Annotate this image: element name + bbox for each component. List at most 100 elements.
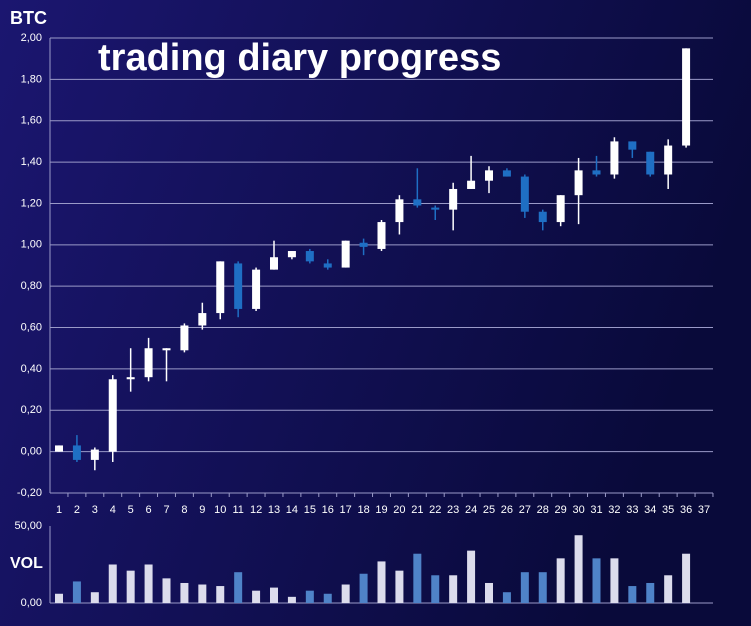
volume-bar <box>574 535 583 603</box>
candle-body <box>682 48 691 146</box>
volume-bar <box>198 584 207 603</box>
volume-bar <box>377 561 386 603</box>
y-axis-label: VOL <box>10 555 43 572</box>
x-tick-label: 37 <box>698 504 710 516</box>
volume-bar <box>180 582 189 603</box>
volume-bar <box>682 553 691 603</box>
candle-body <box>162 348 171 351</box>
volume-bar <box>252 590 261 603</box>
volume-bar <box>216 586 225 603</box>
candle-body <box>180 325 189 351</box>
y-tick-label: 0,80 <box>21 280 42 292</box>
candle-body <box>108 379 117 452</box>
candle-body <box>628 141 637 150</box>
volume-bar <box>72 581 81 603</box>
x-tick-label: 8 <box>181 504 187 516</box>
x-tick-label: 17 <box>340 504 352 516</box>
volume-bar <box>485 582 493 603</box>
y-tick-label: 1,40 <box>21 156 42 168</box>
x-tick-label: 35 <box>662 504 674 516</box>
y-tick-label: 1,80 <box>21 73 42 85</box>
volume-bar <box>592 558 601 603</box>
candle-body <box>610 141 619 175</box>
y-tick-label: 0,40 <box>21 363 42 375</box>
candle-body <box>538 211 547 223</box>
candle-body <box>359 242 368 247</box>
volume-bar <box>467 550 476 603</box>
candle-body <box>144 348 153 378</box>
x-tick-label: 13 <box>268 504 280 516</box>
candle-body <box>323 263 332 268</box>
candle-body <box>252 269 261 309</box>
candle-body <box>126 377 135 380</box>
x-tick-label: 12 <box>250 504 262 516</box>
x-tick-label: 3 <box>92 504 98 516</box>
volume-bar <box>520 572 529 603</box>
candle-body <box>449 188 458 210</box>
volume-bar <box>556 558 565 603</box>
candle-body <box>520 176 529 212</box>
candle-body <box>502 170 511 177</box>
x-tick-label: 24 <box>465 504 477 516</box>
x-tick-label: 21 <box>411 504 423 516</box>
x-tick-label: 20 <box>393 504 405 516</box>
x-tick-label: 16 <box>322 504 334 516</box>
volume-bar <box>90 592 99 603</box>
candle-body <box>198 313 207 326</box>
volume-bar <box>305 590 314 603</box>
candle-body <box>287 251 296 258</box>
x-tick-label: 26 <box>501 504 513 516</box>
y-tick-label: 0,60 <box>21 321 42 333</box>
y-tick-label: 50,00 <box>14 520 42 532</box>
x-tick-label: 10 <box>214 504 226 516</box>
candle-body <box>431 207 440 210</box>
candle-body <box>341 240 350 268</box>
x-tick-label: 33 <box>626 504 638 516</box>
x-tick-label: 31 <box>590 504 602 516</box>
candle-body <box>377 222 386 249</box>
volume-bar <box>449 575 458 603</box>
volume-bar <box>502 592 511 603</box>
candle-body <box>467 180 476 189</box>
volume-bar <box>646 582 655 603</box>
x-tick-label: 30 <box>572 504 584 516</box>
volume-bar <box>287 596 296 603</box>
y-tick-label: 0,20 <box>21 404 42 416</box>
volume-bar <box>323 593 332 603</box>
x-tick-label: 1 <box>56 504 62 516</box>
y-tick-label: 0,00 <box>21 597 42 609</box>
y-tick-label: -0,20 <box>17 487 42 499</box>
x-tick-label: 36 <box>680 504 692 516</box>
x-tick-label: 29 <box>555 504 567 516</box>
volume-bar <box>664 575 673 603</box>
candle-body <box>305 251 314 262</box>
x-tick-label: 7 <box>163 504 169 516</box>
candle-body <box>592 170 601 175</box>
x-tick-label: 23 <box>447 504 459 516</box>
x-tick-label: 27 <box>519 504 531 516</box>
volume-bar <box>628 586 637 603</box>
x-tick-label: 9 <box>199 504 205 516</box>
x-tick-label: 18 <box>357 504 369 516</box>
chart-title: trading diary progress <box>98 37 501 79</box>
candle-body <box>485 170 493 181</box>
x-tick-label: 11 <box>232 504 243 516</box>
volume-bar <box>270 587 278 603</box>
x-tick-label: 25 <box>483 504 495 516</box>
volume-bar <box>108 564 117 603</box>
y-axis-label: BTC <box>10 8 47 28</box>
volume-bar <box>431 575 440 603</box>
volume-bar <box>341 584 350 603</box>
candle-body <box>90 449 99 460</box>
volume-bar <box>610 558 619 603</box>
x-tick-label: 6 <box>146 504 152 516</box>
x-tick-label: 22 <box>429 504 441 516</box>
x-tick-label: 14 <box>286 504 298 516</box>
volume-bar <box>359 573 368 603</box>
y-tick-label: 1,60 <box>21 115 42 127</box>
candle-body <box>270 257 278 270</box>
candle-body <box>234 263 243 309</box>
candle-body <box>216 261 225 314</box>
